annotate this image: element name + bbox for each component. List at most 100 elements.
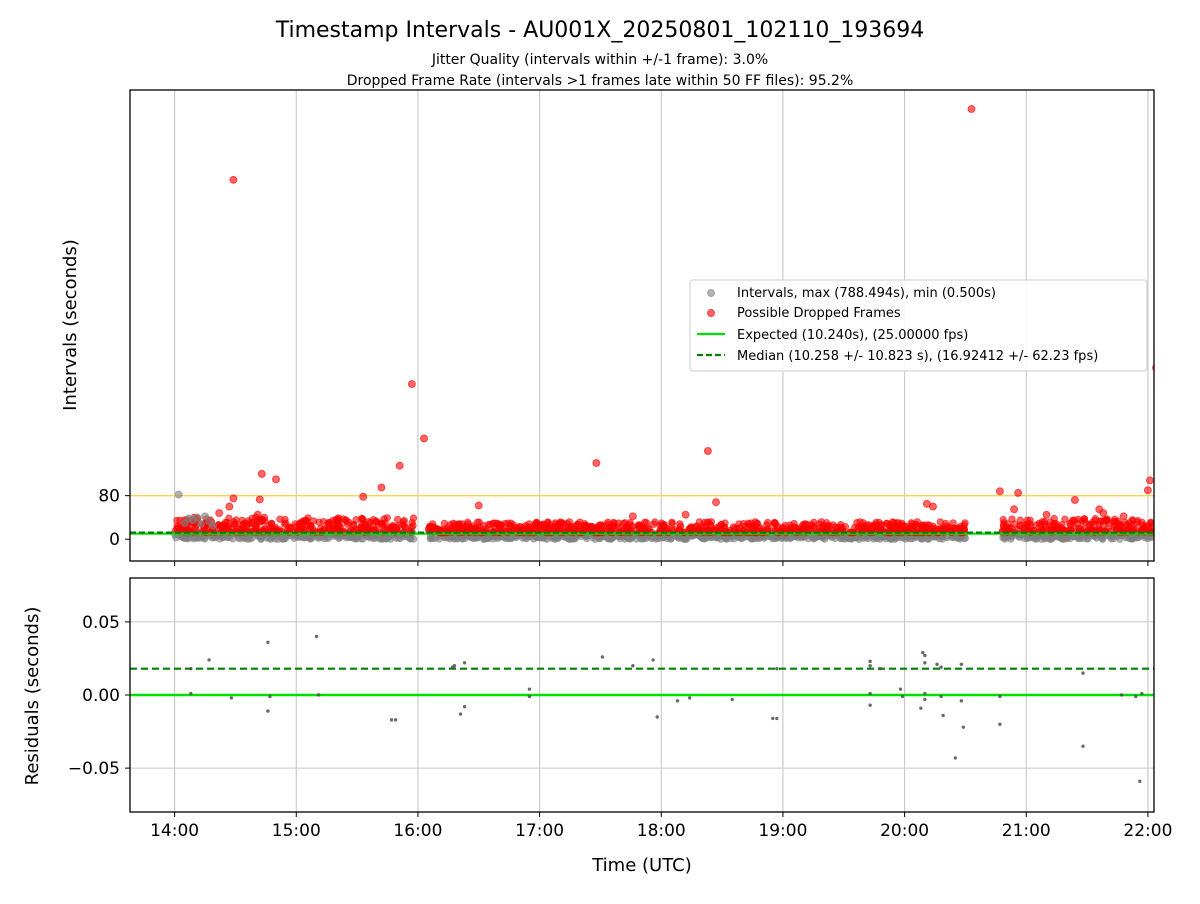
dropped-frame-point	[791, 523, 799, 531]
dropped-frame-point	[473, 525, 481, 533]
residuals-panel: 14:00 15:00 16:00 17:00 18:00 19:00 20:00 21:00…	[22, 577, 1173, 876]
dropped-frame-point	[907, 519, 915, 527]
residuals-axes: 14:00 15:00 16:00 17:00 18:00 19:00 20:00 21:00…	[68, 613, 1173, 841]
dropped-frame-point	[399, 520, 407, 529]
residual-point-20	[651, 658, 655, 662]
residual-point-1	[189, 691, 193, 696]
residual-point-2	[207, 658, 211, 662]
dropped-frame-point	[809, 522, 817, 530]
dropped-frame-point	[1061, 515, 1069, 523]
residual-point-37	[923, 653, 927, 658]
dropped-outlier-25	[1070, 496, 1079, 505]
dropped-outlier-7	[253, 510, 262, 519]
interval-outlier-5	[196, 519, 205, 528]
dropped-frame-point	[603, 520, 611, 528]
dropped-frame-point	[855, 523, 863, 531]
residual-point-32	[878, 666, 882, 671]
legend-label-median: Median (10.258 +/- 10.823 s), (16.92412 …	[737, 349, 1098, 364]
interval-outlier-8	[209, 521, 218, 530]
dropped-frame-point	[271, 525, 279, 533]
dropped-frame-point	[918, 523, 926, 532]
interval-point	[1021, 534, 1029, 543]
x-tick-label-0: 14:00	[150, 821, 199, 841]
residual-point-4	[266, 640, 270, 645]
dropped-frame-point	[861, 524, 869, 533]
residuals-ytick-label-0: 0.05	[82, 613, 120, 633]
dropped-frame-point	[764, 518, 772, 527]
residual-point-25	[771, 716, 775, 721]
residual-point-54	[1134, 694, 1138, 699]
residual-point-6	[268, 694, 272, 699]
residual-point-39	[923, 691, 927, 696]
x-tick-label-2: 16:00	[393, 821, 442, 841]
residual-point-31	[868, 703, 872, 707]
dropped-frame-point	[685, 524, 694, 533]
dropped-outlier-13	[474, 501, 483, 510]
dropped-frame-point	[1070, 523, 1079, 532]
residual-point-24	[730, 697, 734, 702]
dropped-frame-point	[225, 514, 233, 522]
dropped-frame-point	[829, 521, 837, 529]
dropped-outlier-11	[407, 380, 416, 389]
residual-point-46	[959, 662, 964, 666]
dropped-frame-point	[383, 514, 391, 522]
dropped-frame-point	[336, 523, 344, 531]
interval-point	[1037, 535, 1046, 543]
residual-point-23	[687, 696, 692, 700]
dropped-frame-point	[1116, 522, 1124, 530]
legend-label-expected: Expected (10.240s), (25.00000 fps)	[737, 328, 968, 343]
dropped-frame-point	[378, 520, 387, 528]
dropped-outlier-29	[1143, 486, 1152, 495]
dropped-frame-point	[1040, 520, 1049, 528]
residual-point-47	[959, 699, 964, 703]
residual-point-43	[939, 694, 943, 699]
residual-point-7	[314, 634, 319, 639]
residual-point-19	[631, 664, 635, 668]
dropped-frame-point	[232, 520, 240, 528]
interval-point	[591, 535, 599, 543]
dropped-outlier-18	[681, 510, 690, 519]
dropped-frame-point	[1070, 516, 1079, 525]
dropped-frame-point	[1138, 518, 1146, 527]
residual-point-49	[998, 694, 1002, 699]
residual-point-17	[527, 694, 532, 699]
residuals-plot-area	[130, 634, 1154, 783]
dropped-outlier-27	[1099, 509, 1108, 518]
intervals-ytick-label-1: 80	[98, 487, 120, 507]
residual-point-35	[919, 706, 923, 710]
dropped-frame-point	[626, 519, 634, 527]
x-tick-label-5: 19:00	[758, 821, 807, 841]
dropped-outlier-19	[967, 105, 976, 114]
dropped-outlier-8	[359, 492, 368, 501]
dropped-frame-point	[315, 518, 323, 526]
dropped-frame-point	[676, 520, 684, 528]
dropped-frame-point	[657, 519, 666, 527]
interval-point	[1031, 535, 1039, 543]
residual-point-48	[961, 725, 966, 729]
dropped-frame-point	[700, 519, 708, 527]
interval-point	[1047, 535, 1056, 543]
residual-point-38	[923, 661, 927, 665]
dropped-frame-point	[409, 514, 418, 522]
residual-point-41	[935, 662, 939, 666]
dropped-frame-point	[717, 520, 726, 529]
dropped-frame-point	[894, 519, 902, 527]
dropped-frame-point	[532, 521, 540, 529]
dropped-outlier-28	[1145, 476, 1154, 485]
residual-point-29	[868, 664, 872, 668]
residual-point-22	[675, 699, 680, 703]
dropped-frame-point	[409, 521, 417, 530]
residual-point-0	[189, 666, 193, 671]
residual-point-9	[389, 718, 394, 722]
dropped-frame-point	[369, 516, 378, 524]
residual-point-27	[775, 666, 779, 671]
x-tick-label-3: 17:00	[515, 821, 564, 841]
dropped-outlier-5	[257, 469, 266, 478]
interval-point	[837, 534, 845, 543]
interval-point	[682, 535, 690, 543]
legend-marker-intervals	[707, 289, 715, 297]
x-tick-label-1: 15:00	[272, 821, 321, 841]
intervals-axes: 0 80	[98, 487, 1149, 566]
dropped-frame-point	[960, 525, 969, 533]
